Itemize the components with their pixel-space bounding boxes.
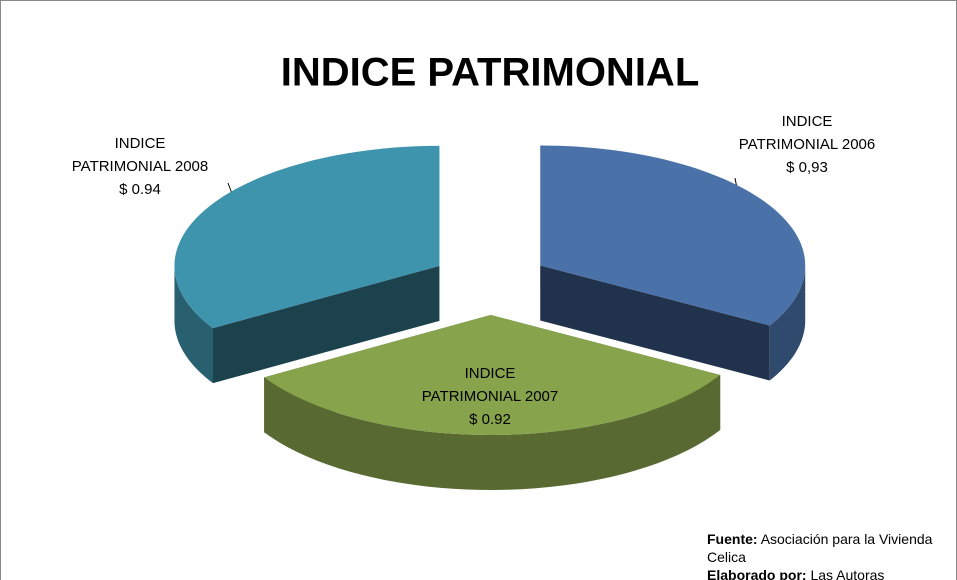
slice-side (264, 374, 721, 490)
data-label: INDICE PATRIMONIAL 2008 $ 0.94 (70, 132, 210, 201)
notes: Fuente: Asociación para la Vivienda Celi… (707, 530, 947, 580)
slice (174, 145, 440, 329)
slice (264, 314, 721, 435)
category-label: INDICE PATRIMONIAL 2006 (738, 113, 876, 153)
slice-wall (212, 265, 440, 384)
note: Fuente: Asociación para la Vivienda Celi… (707, 530, 947, 566)
category-label: INDICE PATRIMONIAL 2008 (71, 135, 209, 175)
data-label: INDICE PATRIMONIAL 2006 $ 0,93 (737, 110, 877, 179)
value-label: $ 0.94 (119, 181, 161, 198)
category-label: INDICE PATRIMONIAL 2007 (421, 365, 559, 405)
slice-wall (540, 265, 770, 381)
slice-side (769, 265, 806, 381)
note-label: Elaborado por: (707, 567, 807, 580)
slice (540, 145, 806, 326)
note: Elaborado por: Las Autoras (707, 566, 947, 580)
note-text: Asociación para la Vivienda Celica (707, 531, 933, 565)
value-label: $ 0,93 (786, 159, 828, 176)
note-text: Las Autoras (810, 567, 885, 580)
value-label: $ 0.92 (469, 411, 511, 428)
note-label: Fuente: (707, 531, 758, 547)
data-label: INDICE PATRIMONIAL 2007 $ 0.92 (420, 362, 560, 431)
chart-title: INDICE PATRIMONIAL (281, 51, 700, 95)
slice-side (174, 265, 213, 384)
